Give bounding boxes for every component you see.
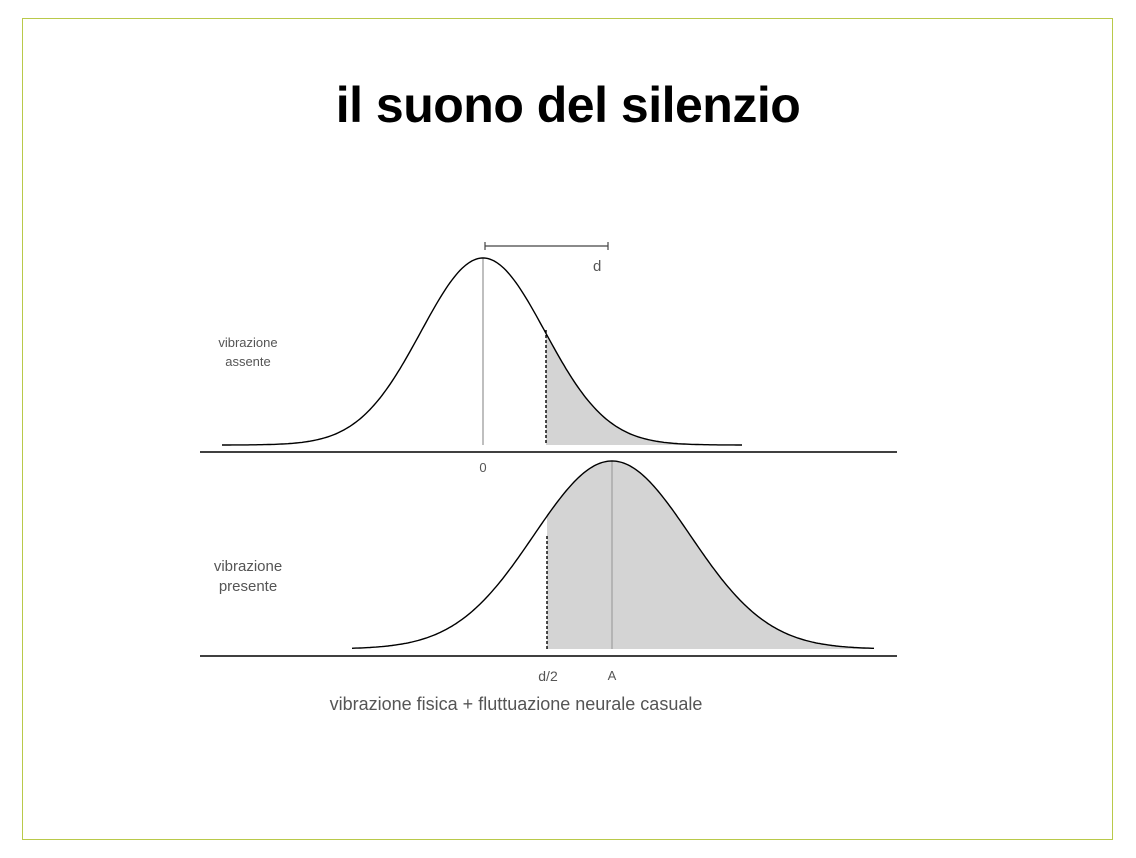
bottom-label-line1: vibrazione: [214, 558, 282, 575]
bottom-gaussian-curve: [351, 460, 874, 649]
top-label-line1: vibrazione: [218, 335, 277, 350]
zero-label: 0: [479, 460, 486, 475]
top-label-line2: assente: [225, 354, 271, 369]
top-shaded-tail: [546, 333, 742, 445]
caption: vibrazione fisica + fluttuazione neurale…: [330, 694, 703, 714]
bottom-label-line2: presente: [219, 578, 277, 595]
signal-label: A: [608, 668, 617, 683]
slide-frame: [22, 18, 1113, 840]
slide-title: il suono del silenzio: [335, 77, 801, 133]
top-gaussian-curve: [222, 257, 742, 446]
bottom-shaded-region: [547, 461, 874, 649]
distance-label: d: [593, 258, 601, 275]
threshold-label: d/2: [538, 668, 558, 684]
